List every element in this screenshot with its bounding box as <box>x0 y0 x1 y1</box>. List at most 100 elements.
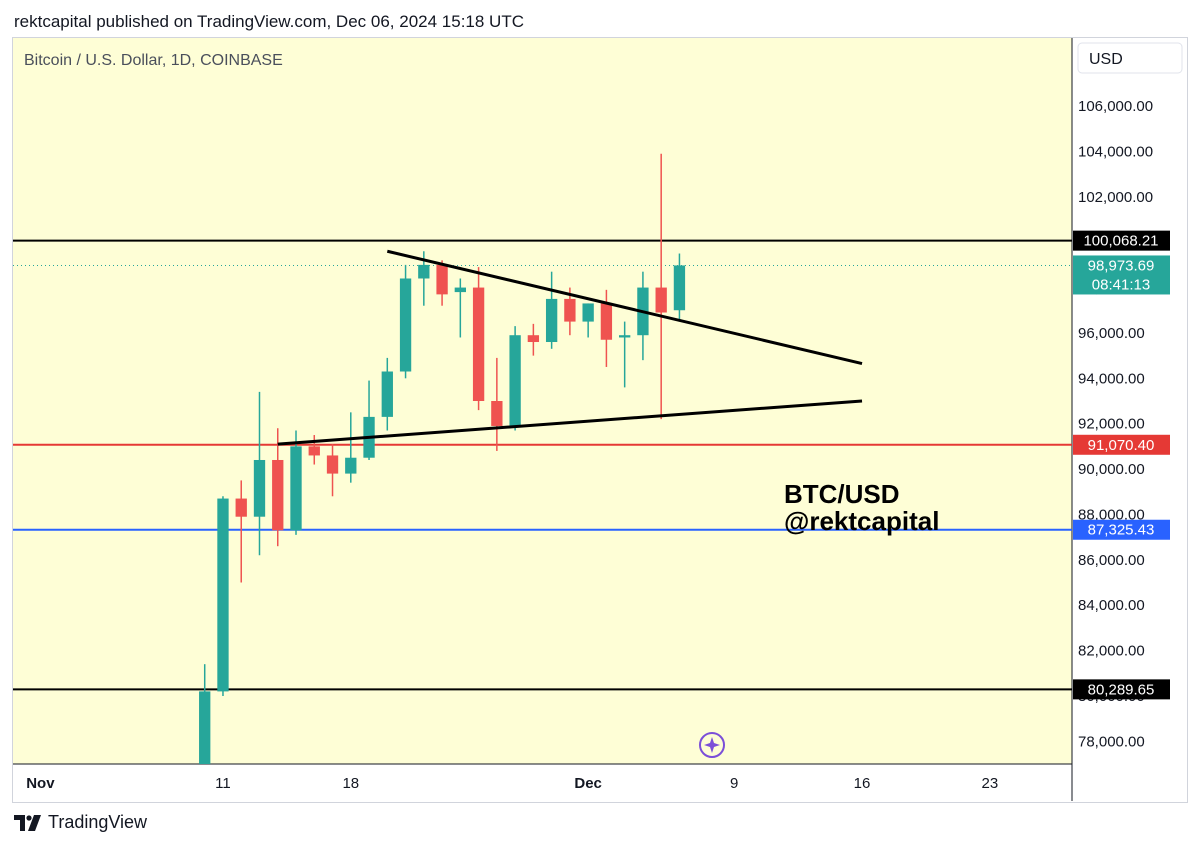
horizontal-levels <box>13 239 1072 691</box>
level-price-label: 100,068.21 <box>1073 230 1170 251</box>
candle-body <box>290 446 302 531</box>
candle-body <box>399 278 412 372</box>
candle-body <box>491 401 503 426</box>
candle[interactable] <box>290 430 302 535</box>
level-price-label-bg <box>1073 434 1170 455</box>
candle[interactable] <box>436 260 448 306</box>
candle[interactable] <box>509 326 521 431</box>
candle[interactable] <box>272 428 284 547</box>
chart-frame <box>12 37 1188 803</box>
candle-body <box>381 371 393 417</box>
currency-button[interactable]: USD <box>1077 42 1183 74</box>
chart-title: Bitcoin / U.S. Dollar, 1D, COINBASE <box>24 52 283 69</box>
candle[interactable] <box>472 267 485 411</box>
candle-body <box>509 335 521 426</box>
candle[interactable] <box>655 153 667 420</box>
price-labels: 100,068.21 91,070.40 87,325.43 80,289.65 98,… <box>1073 230 1170 700</box>
y-tick-label: 104,000.00 <box>1078 143 1153 160</box>
x-tick-label: 9 <box>730 775 738 792</box>
candle[interactable] <box>381 357 393 431</box>
y-tick-label: 90,000.00 <box>1078 461 1145 478</box>
annotation-line-2: @rektcapital <box>784 506 939 536</box>
candle[interactable] <box>399 264 412 379</box>
level-price-label: 87,325.43 <box>1073 519 1170 540</box>
trendline-lower[interactable] <box>277 399 863 446</box>
candle-body <box>527 335 540 343</box>
candle-body <box>308 446 320 456</box>
annotation-line-1: BTC/USD <box>784 479 900 509</box>
tradingview-brand: TradingView <box>48 812 148 832</box>
level-price-label-bg <box>1073 519 1170 540</box>
level-price-label-bg <box>1073 230 1170 251</box>
tradingview-logo-icon <box>14 814 41 831</box>
candle-body <box>345 457 357 474</box>
bar-countdown: 08:41:13 <box>1092 276 1150 293</box>
candle-body <box>600 303 613 340</box>
candle[interactable] <box>199 664 211 764</box>
y-tick-label: 88,000.00 <box>1078 506 1145 523</box>
level-price-label-text: 91,070.40 <box>1088 437 1155 454</box>
candle-body <box>619 335 631 338</box>
candle-body <box>472 287 485 401</box>
y-tick-label: 102,000.00 <box>1078 189 1153 206</box>
candle-body <box>582 303 594 322</box>
ai-star-icon[interactable] <box>699 732 725 758</box>
x-tick-label: 23 <box>981 775 998 792</box>
y-tick-label: 106,000.00 <box>1078 98 1153 115</box>
level-price-label-bg <box>1073 679 1170 700</box>
y-tick-label: 82,000.00 <box>1078 643 1145 660</box>
y-tick-label: 94,000.00 <box>1078 370 1145 387</box>
level-price-label-text: 87,325.43 <box>1088 522 1155 539</box>
x-tick-label: 18 <box>342 775 359 792</box>
y-tick-label: 86,000.00 <box>1078 552 1145 569</box>
candle-body <box>673 265 686 311</box>
publisher-header: rektcapital published on TradingView.com… <box>14 12 524 31</box>
candle-body <box>272 459 284 531</box>
current-price-value: 98,973.69 <box>1088 257 1155 274</box>
candle[interactable] <box>545 271 558 349</box>
candle-body <box>253 459 266 517</box>
candle[interactable] <box>491 357 503 451</box>
level-price-label-text: 100,068.21 <box>1083 233 1158 250</box>
x-tick-label: 16 <box>854 775 871 792</box>
candle-body <box>564 298 576 322</box>
level-price-label-text: 80,289.65 <box>1088 681 1155 698</box>
current-price-label: 98,973.69 08:41:13 <box>1073 255 1170 295</box>
y-tick-label: 96,000.00 <box>1078 325 1145 342</box>
plot-background[interactable] <box>13 38 1072 764</box>
trendlines <box>277 249 863 446</box>
candle-body <box>436 264 448 295</box>
candle-body <box>199 691 211 764</box>
y-tick-label: 78,000.00 <box>1078 733 1145 750</box>
candle[interactable] <box>217 496 229 696</box>
level-price-label: 91,070.40 <box>1073 434 1170 455</box>
candle[interactable] <box>253 391 266 556</box>
candle-body <box>326 455 339 474</box>
level-price-label: 80,289.65 <box>1073 679 1170 700</box>
candle[interactable] <box>454 278 466 338</box>
current-price-label-bg <box>1073 255 1170 295</box>
candle-body <box>235 498 247 517</box>
candle[interactable] <box>235 480 247 583</box>
candle[interactable] <box>619 321 631 388</box>
candle[interactable] <box>527 323 540 356</box>
trendline-upper[interactable] <box>386 249 863 366</box>
candle[interactable] <box>673 253 686 322</box>
candle[interactable] <box>582 303 594 338</box>
candle[interactable] <box>345 412 357 483</box>
candle[interactable] <box>326 444 339 497</box>
currency-label: USD <box>1089 51 1123 68</box>
candle-body <box>545 298 558 343</box>
x-tick-label: 11 <box>215 775 231 792</box>
tradingview-logo[interactable]: TradingView <box>14 812 147 833</box>
candle-body <box>454 287 466 293</box>
y-tick-label: 92,000.00 <box>1078 416 1145 433</box>
candle-body <box>655 287 667 313</box>
candle-body <box>217 498 229 692</box>
x-axis-ticks: Nov 11 18 Dec 9 16 23 <box>26 775 998 792</box>
x-tick-label: Nov <box>26 775 55 792</box>
x-tick-label: Dec <box>574 775 602 792</box>
price-axis-background[interactable] <box>1072 38 1187 764</box>
y-axis-ticks: 78,000.0080,000.0082,000.0084,000.0086,0… <box>1078 53 1153 751</box>
